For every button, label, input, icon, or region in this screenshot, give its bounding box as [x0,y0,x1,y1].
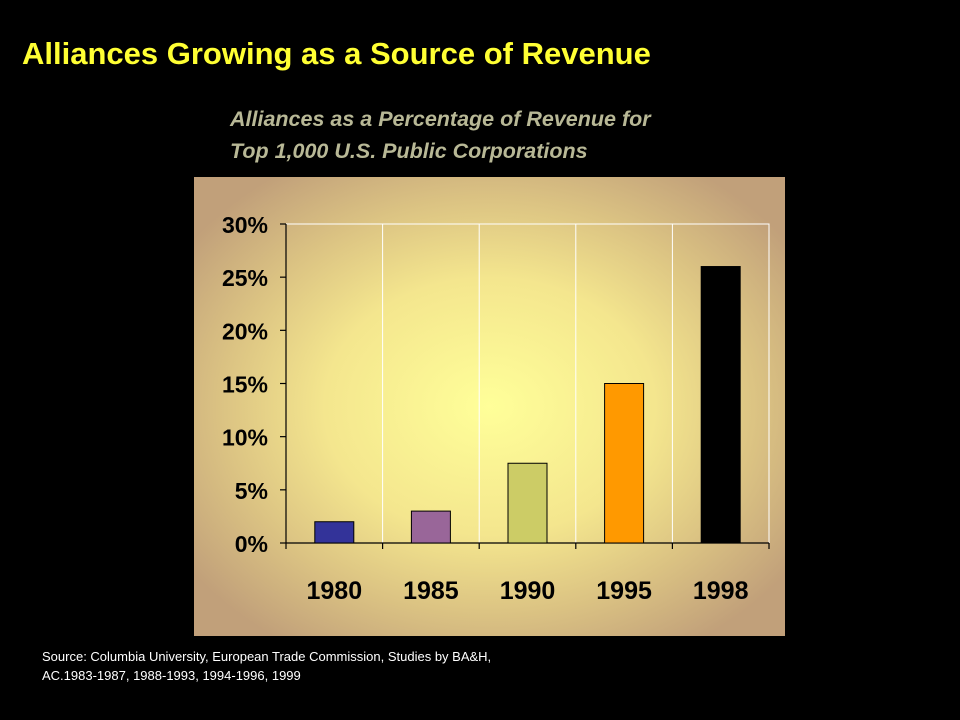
chart-panel: 0% 5% 10% 15% 20% 25% 30% 1980 1985 1990 1995 1998 [194,177,785,636]
bar-1980 [314,521,355,544]
source-note-line-1: Source: Columbia University, European Tr… [42,649,492,664]
chart-subtitle-line-2: Top 1,000 U.S. Public Corporations [230,139,588,163]
source-note: Source: Columbia University, European Tr… [42,647,491,685]
bar-chart: 0% 5% 10% 15% 20% 25% 30% 1980 1985 1990 1995 1998 [222,212,770,605]
y-tick-label: 25% [222,265,268,291]
chart-subtitle: Alliances as a Percentage of Revenue for… [230,103,651,167]
source-note-line-2: AC.1983-1987, 1988-1993, 1994-1996, 1999 [42,668,301,683]
bar-1990 [507,462,548,544]
x-tick-label: 1995 [596,577,652,605]
slide-title: Alliances Growing as a Source of Revenue [22,36,651,71]
y-tick-label: 5% [235,478,268,504]
y-tick-label: 30% [222,212,268,238]
x-tick-label: 1985 [403,577,459,605]
y-tick-label: 15% [222,372,268,398]
y-tick-label: 10% [222,425,268,451]
x-tick-label: 1998 [693,577,749,605]
bar-1985 [410,510,451,544]
y-tick-label: 0% [235,531,268,557]
bar-1998 [700,266,741,544]
x-tick-label: 1990 [500,577,556,605]
chart-subtitle-line-1: Alliances as a Percentage of Revenue for [230,107,651,131]
x-tick-label: 1980 [306,577,362,605]
y-tick-label: 20% [222,318,268,344]
bar-1995 [604,383,645,544]
